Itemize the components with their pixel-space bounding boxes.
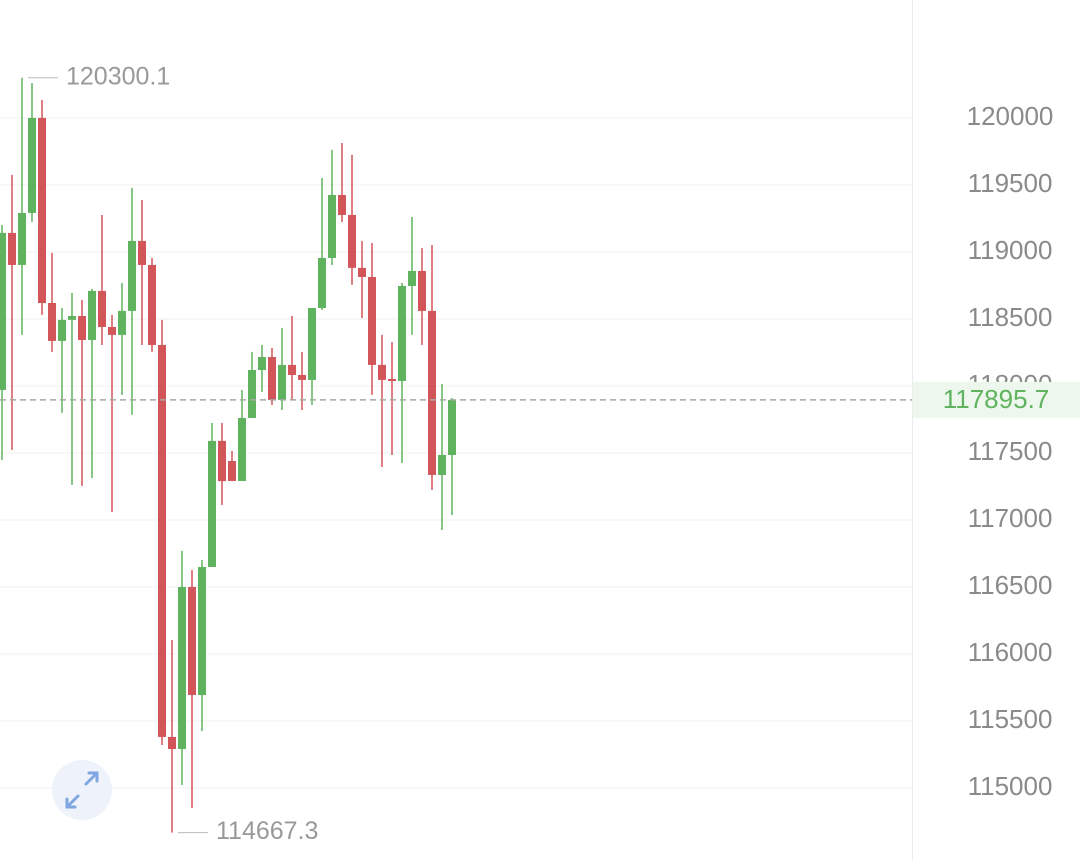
candle-body bbox=[68, 316, 76, 320]
candle-body bbox=[318, 257, 326, 308]
y-tick-label: 117500 bbox=[968, 436, 1053, 466]
candle-body bbox=[128, 240, 136, 311]
candle-body bbox=[28, 117, 36, 213]
candle-body bbox=[408, 270, 416, 286]
candle-body bbox=[248, 370, 256, 418]
candle-body bbox=[418, 270, 426, 311]
candle-body bbox=[18, 212, 26, 265]
candle-body bbox=[238, 417, 246, 481]
candle-body bbox=[138, 240, 146, 265]
candle-body bbox=[398, 285, 406, 381]
candle-body bbox=[108, 326, 116, 335]
candle-body bbox=[118, 310, 126, 335]
candle-body bbox=[208, 440, 216, 568]
candle-body bbox=[288, 364, 296, 375]
candle-body bbox=[38, 117, 46, 304]
candle-body bbox=[178, 586, 186, 749]
candle-body bbox=[298, 374, 306, 380]
expand-button[interactable] bbox=[52, 760, 112, 820]
candle-body bbox=[338, 194, 346, 215]
y-tick-label: 115500 bbox=[968, 704, 1053, 734]
candle-body bbox=[98, 290, 106, 327]
candle-body bbox=[428, 310, 436, 475]
candle-body bbox=[88, 290, 96, 340]
y-tick-label: 115000 bbox=[968, 771, 1053, 801]
candle-body bbox=[438, 454, 446, 475]
candle-body bbox=[328, 194, 336, 258]
y-tick-label: 120000 bbox=[967, 101, 1054, 131]
max-annotation: 120300.1 bbox=[66, 62, 170, 90]
candle-body bbox=[228, 461, 236, 481]
candle-body bbox=[158, 344, 166, 737]
candle-body bbox=[278, 364, 286, 400]
candle-body bbox=[168, 736, 176, 749]
candle-body bbox=[388, 378, 396, 381]
y-tick-label: 116500 bbox=[968, 570, 1053, 600]
candle-body bbox=[48, 303, 56, 341]
candle-body bbox=[448, 399, 456, 455]
last-price-box bbox=[913, 381, 1080, 418]
y-tick-label: 118500 bbox=[968, 302, 1053, 332]
expand-button-bg[interactable] bbox=[52, 760, 112, 820]
candle-body bbox=[58, 319, 66, 341]
candle-body bbox=[268, 357, 276, 400]
expand-icon[interactable] bbox=[65, 771, 99, 809]
candle-body bbox=[258, 357, 266, 371]
candle-body bbox=[348, 214, 356, 268]
y-tick-label: 119500 bbox=[968, 168, 1053, 198]
y-tick-label: 119000 bbox=[968, 235, 1053, 265]
candle-body bbox=[198, 567, 206, 695]
candle-body bbox=[358, 267, 366, 278]
candle-body bbox=[78, 316, 86, 340]
candle-body bbox=[0, 232, 6, 390]
candle-body bbox=[368, 277, 376, 365]
candle-body bbox=[378, 364, 386, 380]
candle-body bbox=[8, 232, 16, 265]
candle-body bbox=[218, 440, 226, 482]
last-price-label: 117895.7 bbox=[943, 384, 1050, 414]
candle-body bbox=[188, 586, 196, 695]
y-tick-label: 116000 bbox=[968, 637, 1053, 667]
min-annotation: 114667.3 bbox=[216, 817, 318, 845]
candle-body bbox=[148, 264, 156, 345]
candle-body bbox=[308, 307, 316, 380]
y-tick-label: 117000 bbox=[968, 503, 1053, 533]
